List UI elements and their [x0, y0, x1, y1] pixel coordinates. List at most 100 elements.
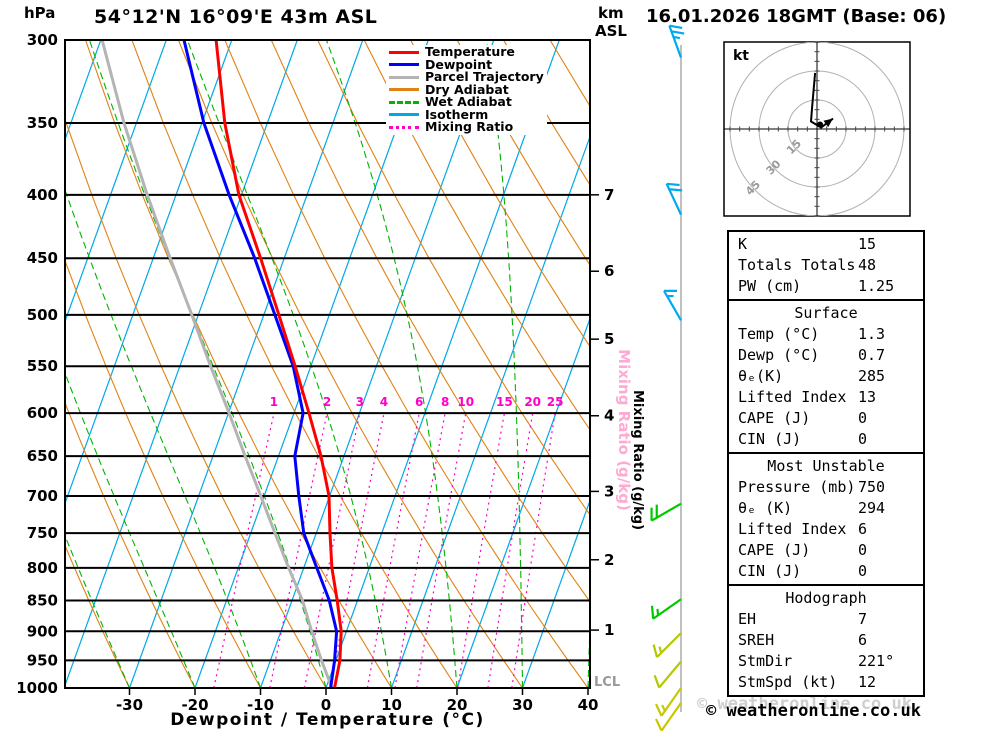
plot-border	[64, 39, 591, 689]
stat-label: Lifted Index	[738, 388, 847, 406]
stat-value: 6	[858, 520, 868, 538]
stat-row: Lifted Index 6	[729, 519, 923, 540]
stat-value: 15	[858, 235, 877, 253]
chart-legend: Temperature Dewpoint Parcel Trajectory Dry …	[386, 45, 547, 135]
datetime-title: 16.01.2026 18GMT (Base: 06)	[646, 6, 947, 27]
legend-swatch-dashed	[389, 100, 419, 104]
legend-item: Dry Adiabat	[389, 83, 544, 97]
stat-label: CIN (J)	[738, 562, 802, 580]
stat-value: 0	[858, 409, 868, 427]
svg-text:550: 550	[27, 357, 58, 375]
svg-text:950: 950	[27, 651, 58, 669]
legend-item: Mixing Ratio	[389, 120, 544, 134]
legend-item: Wet Adiabat	[389, 94, 544, 109]
stat-label: Pressure (mb)	[738, 478, 856, 496]
svg-text:8: 8	[441, 395, 449, 409]
stat-label: SREH	[738, 631, 775, 649]
wind-barb	[653, 660, 682, 689]
svg-text:350: 350	[27, 114, 58, 132]
hodograph-trace	[809, 72, 834, 129]
wind-barb	[650, 598, 682, 620]
stat-value: 285	[858, 367, 886, 385]
stat-label: PW (cm)	[738, 277, 802, 295]
legend-label: Temperature	[425, 44, 515, 59]
stat-value: 1.3	[858, 325, 886, 343]
stat-row: CIN (J) 0	[729, 561, 923, 582]
svg-text:5: 5	[604, 330, 614, 348]
page-title: 54°12'N 16°09'E 43m ASL	[94, 6, 378, 28]
dewpoint-curve	[182, 40, 339, 688]
stat-row: CAPE (J) 0	[729, 408, 923, 429]
svg-text:2: 2	[604, 551, 614, 569]
stat-label: StmDir	[738, 652, 793, 670]
temperature-axis-labels: -30 -20 -10 0 10 20 30 40	[116, 688, 598, 714]
svg-text:3: 3	[604, 482, 614, 500]
svg-text:6: 6	[415, 395, 423, 409]
stat-value: 7	[858, 610, 868, 628]
svg-text:25: 25	[547, 395, 564, 409]
stat-label: Lifted Index	[738, 520, 847, 538]
svg-text:4: 4	[380, 395, 388, 409]
hodograph-arrowhead	[823, 118, 834, 128]
stat-label: Dewp (°C)	[738, 346, 820, 364]
legend-label: Isotherm	[425, 106, 489, 122]
svg-text:30: 30	[512, 696, 533, 714]
legend-label: Parcel Trajectory	[425, 69, 544, 84]
stat-value: 1.25	[858, 277, 895, 295]
stat-row: θₑ(K) 285	[729, 366, 923, 387]
pressure-axis-labels: 300 350 400 450 500 550 600 650 700 750 800 850 900 9…	[16, 31, 58, 697]
wind-barb	[650, 502, 682, 522]
wet-adiabat-lines	[65, 40, 590, 688]
stat-value: 294	[858, 499, 886, 517]
stat-row: Temp (°C) 1.3	[729, 324, 923, 345]
svg-text:40: 40	[578, 696, 599, 714]
stat-label: CAPE (J)	[738, 409, 811, 427]
svg-text:500: 500	[27, 306, 58, 324]
mixing-ratio-lines	[213, 412, 556, 688]
legend-item: Dewpoint	[389, 58, 544, 72]
wind-barb	[663, 289, 682, 321]
stat-label: EH	[738, 610, 757, 628]
svg-text:0: 0	[321, 696, 331, 714]
isotherm-lines	[65, 40, 590, 688]
stat-row: K 15	[729, 234, 923, 255]
stats-table: Hodograph EH 7 SREH 6 StmDir 221° StmSpd (kt) 12	[727, 584, 925, 697]
stat-label: K	[738, 235, 748, 253]
wind-barb	[655, 687, 682, 717]
stat-row: CAPE (J) 0	[729, 540, 923, 561]
wind-barb-column	[650, 24, 685, 732]
stat-value: 48	[858, 256, 877, 274]
stat-value: 13	[858, 388, 877, 406]
svg-text:2: 2	[323, 395, 331, 409]
svg-text:20: 20	[524, 395, 541, 409]
stat-label: Totals Totals	[738, 256, 856, 274]
stat-row: Dewp (°C) 0.7	[729, 345, 923, 366]
stat-value: 0.7	[858, 346, 886, 364]
stat-row: SREH 6	[729, 630, 923, 651]
stat-value: 12	[858, 673, 877, 691]
svg-text:-30: -30	[116, 696, 143, 714]
stat-label: StmSpd (kt)	[738, 673, 838, 691]
legend-item: Parcel Trajectory	[389, 69, 544, 84]
x-axis-title: Dewpoint / Temperature (°C)	[170, 710, 483, 730]
stats-table: K 15 Totals Totals 48 PW (cm) 1.25	[727, 230, 925, 301]
stats-table-header: Hodograph	[785, 589, 867, 607]
legend-label: Wet Adiabat	[425, 94, 512, 109]
svg-text:850: 850	[27, 592, 58, 610]
svg-text:1: 1	[604, 621, 614, 639]
temperature-curve	[214, 40, 343, 688]
stat-row: Totals Totals 48	[729, 255, 923, 276]
svg-text:450: 450	[27, 249, 58, 267]
wind-barb	[668, 24, 685, 59]
svg-text:-10: -10	[247, 696, 274, 714]
legend-item: Isotherm	[389, 106, 544, 122]
svg-text:1: 1	[270, 395, 278, 409]
svg-text:300: 300	[27, 31, 58, 49]
stat-row: StmSpd (kt) 12	[729, 672, 923, 693]
svg-text:1000: 1000	[16, 679, 58, 697]
svg-text:7: 7	[604, 186, 614, 204]
legend-swatch-solid	[389, 50, 419, 54]
svg-text:10: 10	[381, 696, 402, 714]
